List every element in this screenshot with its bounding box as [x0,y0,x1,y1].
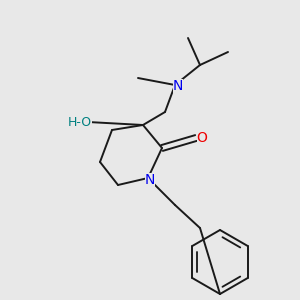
Text: O: O [196,131,207,145]
Text: N: N [173,79,183,93]
Text: H-O: H-O [68,116,92,128]
Text: N: N [145,173,155,187]
